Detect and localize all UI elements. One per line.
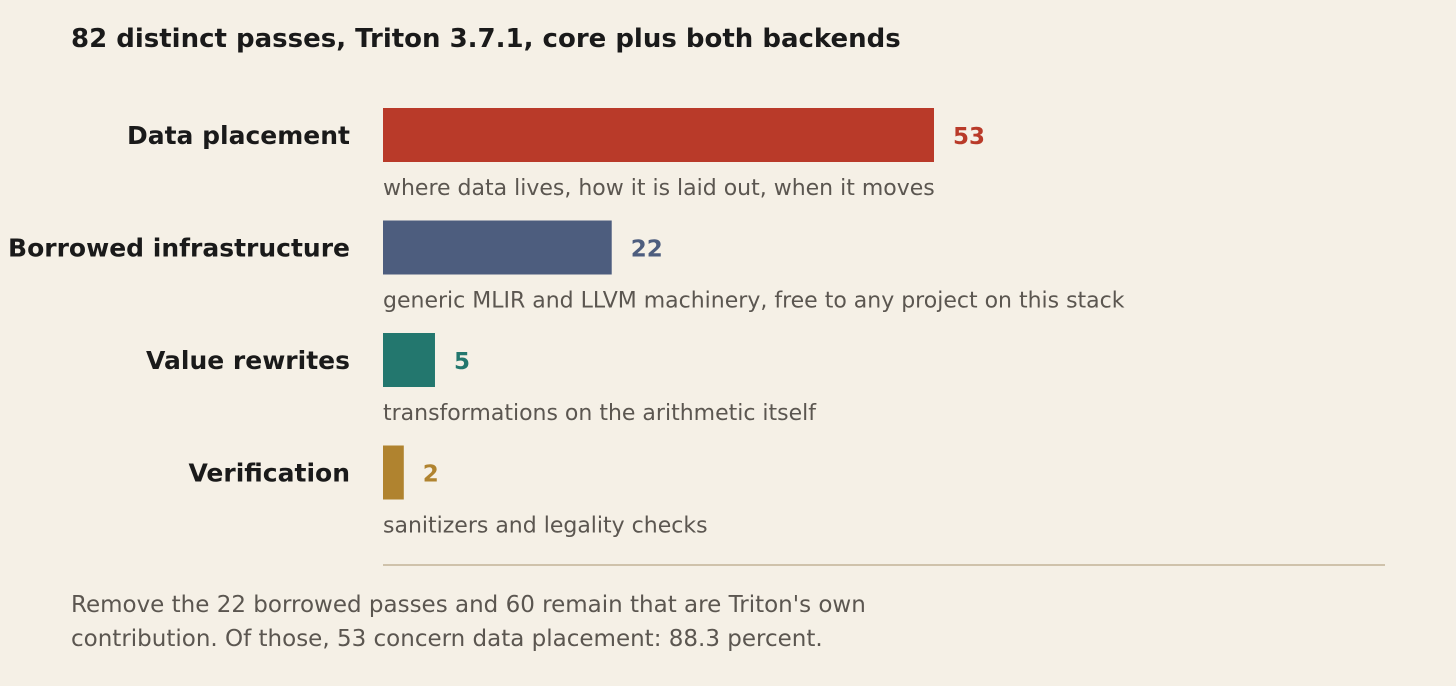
footnote: Remove the 22 borrowed passes and 60 rem…	[71, 588, 971, 656]
category-label: Value rewrites	[146, 346, 350, 375]
category-description: sanitizers and legality checks	[383, 514, 708, 539]
value-label: 53	[953, 124, 985, 150]
value-label: 5	[454, 349, 470, 375]
category-description: transformations on the arithmetic itself	[383, 401, 817, 426]
category-label: Verification	[188, 459, 350, 488]
category-label: Borrowed infrastructure	[8, 234, 350, 263]
chart-title: 82 distinct passes, Triton 3.7.1, core p…	[71, 24, 901, 54]
footnote-line-2: contribution. Of those, 53 concern data …	[71, 626, 823, 652]
footnote-line-1: Remove the 22 borrowed passes and 60 rem…	[71, 592, 866, 618]
category-label: Data placement	[127, 121, 350, 150]
category-description: where data lives, how it is laid out, wh…	[383, 176, 935, 201]
bar	[383, 108, 934, 162]
category-description: generic MLIR and LLVM machinery, free to…	[383, 289, 1125, 314]
value-label: 22	[631, 237, 663, 263]
bar	[383, 220, 612, 275]
value-label: 2	[423, 462, 439, 488]
bar	[383, 333, 435, 387]
bar	[383, 445, 404, 500]
